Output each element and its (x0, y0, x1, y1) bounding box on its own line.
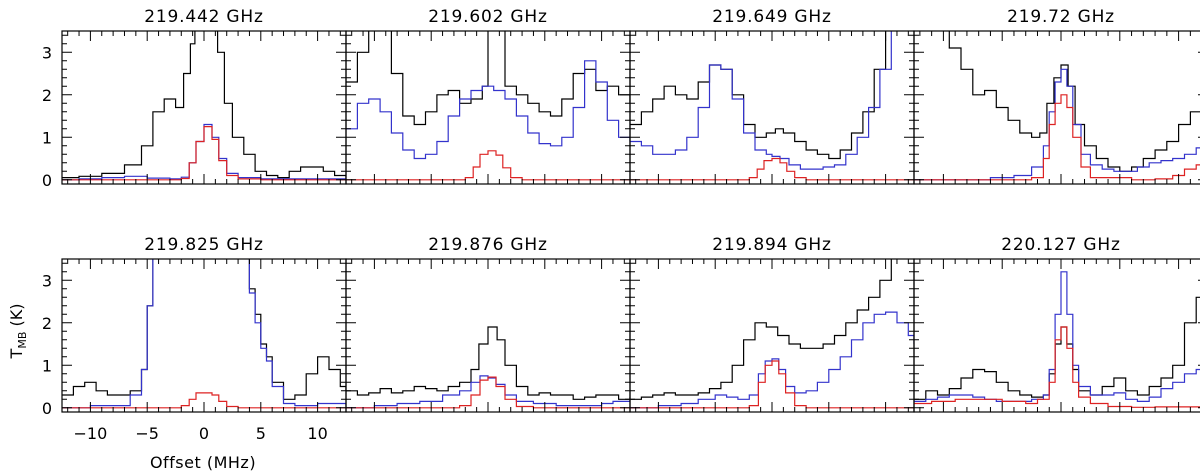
series-line-model-line (62, 392, 346, 409)
panel-2: 219.602 GHz (345, 7, 631, 185)
series-line-observed (630, 259, 892, 400)
series-line-model-total (346, 375, 630, 409)
panel-series-group (914, 31, 1200, 181)
y-axis-label-subscript: MB (16, 332, 29, 349)
panel-title: 219.442 GHz (144, 7, 263, 27)
series-line-observed (948, 31, 1200, 172)
panel-6: 219.876 GHz (345, 235, 631, 413)
x-axis-label: Offset (MHz) (150, 453, 256, 472)
series-line-observed (346, 31, 630, 126)
series-line-model-line (346, 376, 630, 409)
y-tick-label: 1 (42, 128, 52, 147)
panel-frame (61, 258, 347, 413)
series-line-observed (62, 31, 346, 179)
y-tick-label: 2 (42, 86, 52, 105)
y-axis-label-main: T (7, 348, 26, 359)
panel-title: 220.127 GHz (1001, 235, 1120, 255)
panel-5: 219.825 GHz 0 1 2 3 −10 −5 0 5 10 (42, 235, 347, 443)
panel-series-group (630, 259, 914, 409)
y-tick-label: 0 (42, 399, 52, 418)
y-axis-label-unit: (K) (7, 304, 26, 332)
series-line-observed (346, 326, 630, 400)
x-tick-label: −10 (74, 424, 108, 443)
panel-series-group (914, 271, 1200, 408)
series-line-observed (630, 31, 887, 160)
panel-frame (629, 258, 915, 413)
series-line-model-line (630, 360, 914, 409)
panel-title: 219.825 GHz (144, 235, 263, 255)
panel-series-group (630, 31, 914, 181)
panel-frame (913, 30, 1200, 185)
panel-title: 219.602 GHz (428, 7, 547, 27)
series-line-model-line (62, 126, 346, 181)
panel-frame (61, 30, 347, 185)
panels-layer: 219.442 GHz 0 1 2 3 219.602 GHz 219.649 GHz 219… (42, 7, 1200, 443)
y-tick-label: 3 (42, 43, 52, 62)
x-tick-label: 10 (307, 424, 327, 443)
panel-1: 219.442 GHz 0 1 2 3 (42, 7, 347, 190)
series-line-model-total (346, 60, 630, 160)
panel-title: 219.876 GHz (428, 235, 547, 255)
y-tick-label: 2 (42, 314, 52, 333)
panel-title: 219.72 GHz (1007, 7, 1115, 27)
series-line-model-total (914, 271, 1200, 402)
panel-8: 220.127 GHz (913, 235, 1200, 413)
x-tick-label: −5 (135, 424, 159, 443)
panel-series-group (62, 31, 346, 181)
y-axis-label: TMB (K) (7, 304, 29, 360)
series-line-observed (914, 296, 1200, 400)
panel-4: 219.72 GHz (913, 7, 1200, 185)
series-line-model-total (630, 31, 892, 170)
x-tick-label: 0 (199, 424, 209, 443)
panel-series-group (62, 259, 346, 409)
axis-labels-layer: Offset (MHz) TMB (K) (7, 304, 256, 472)
panel-title: 219.649 GHz (712, 7, 831, 27)
panel-7: 219.894 GHz (629, 235, 915, 413)
panel-series-group (346, 326, 630, 409)
series-line-model-total (914, 68, 1200, 181)
series-line-model-total (62, 259, 346, 409)
series-line-observed (62, 259, 346, 400)
panel-title: 219.894 GHz (712, 235, 831, 255)
x-tick-label: 5 (256, 424, 266, 443)
panel-3: 219.649 GHz (629, 7, 915, 185)
y-tick-label: 3 (42, 271, 52, 290)
series-line-model-line (630, 157, 914, 181)
y-tick-label: 0 (42, 171, 52, 190)
panel-series-group (346, 31, 630, 181)
series-line-model-line (346, 150, 630, 181)
y-tick-label: 1 (42, 356, 52, 375)
series-line-model-line (914, 94, 1200, 181)
